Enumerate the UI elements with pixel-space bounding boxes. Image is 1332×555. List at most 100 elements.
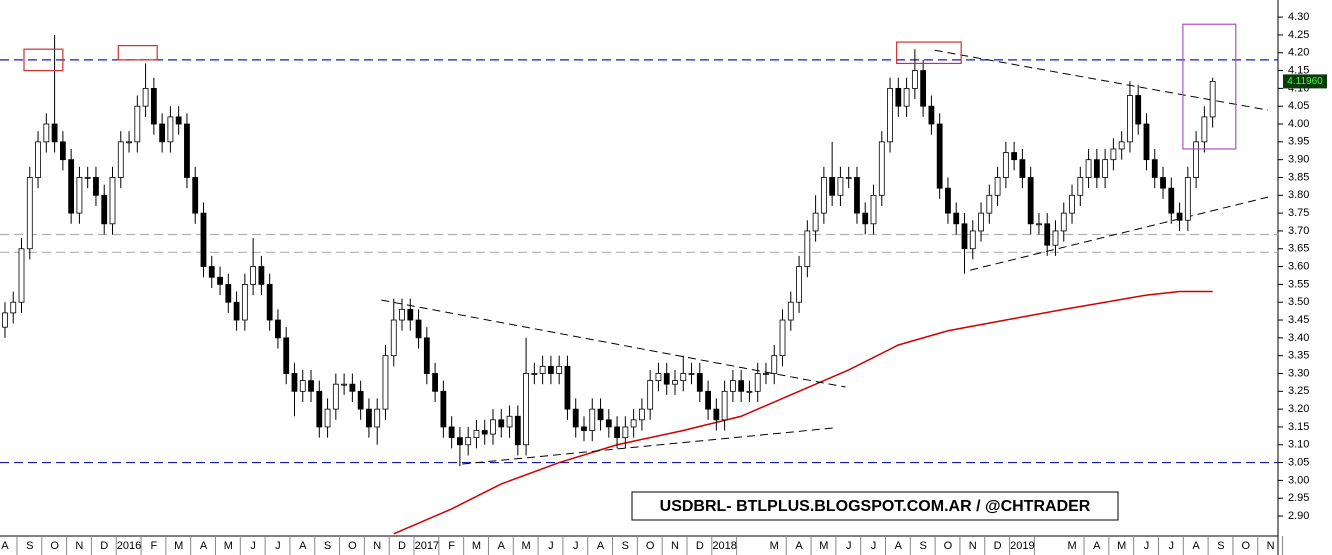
x-tick-label: M xyxy=(770,540,779,552)
candle-body xyxy=(341,383,348,386)
candle-body xyxy=(184,123,190,178)
candle-body xyxy=(1019,159,1026,178)
last-price-label: 4.11960 xyxy=(1287,76,1323,87)
x-tick-label: N xyxy=(969,540,977,552)
candle-body xyxy=(1044,223,1051,246)
candle-body xyxy=(556,365,563,374)
x-tick-label: 2016 xyxy=(117,540,141,552)
candle-body xyxy=(771,355,778,374)
candle-body xyxy=(1027,177,1034,225)
candle-body xyxy=(878,141,885,196)
candle-body xyxy=(390,319,397,357)
x-tick-label: J xyxy=(1169,540,1175,552)
candle-body xyxy=(43,123,50,143)
trend-line xyxy=(381,299,846,388)
x-tick-label: M xyxy=(522,540,531,552)
y-tick-label: 3.05 xyxy=(1288,456,1309,468)
candle-body xyxy=(217,276,223,285)
candle-body xyxy=(1036,223,1042,226)
candle-body xyxy=(1176,212,1183,221)
x-tick-label: S xyxy=(324,540,331,552)
candle-body xyxy=(1002,152,1009,178)
candle-body xyxy=(299,380,306,392)
candle-body xyxy=(1110,148,1117,161)
candle-body xyxy=(1201,116,1208,143)
candle-body xyxy=(10,301,17,314)
y-tick-label: 3.75 xyxy=(1288,207,1309,219)
candle-body xyxy=(911,70,918,89)
candle-body xyxy=(233,301,240,321)
x-tick-label: N xyxy=(1267,540,1275,552)
candle-body xyxy=(101,194,108,225)
y-tick-label: 3.00 xyxy=(1288,474,1309,486)
candle-body xyxy=(241,283,248,321)
highlight-box xyxy=(1182,23,1237,150)
x-tick-label: A xyxy=(1192,540,1200,552)
candle-body xyxy=(870,194,877,225)
y-tick-label: 3.90 xyxy=(1288,154,1309,166)
candle-body xyxy=(1143,123,1150,161)
candle-body xyxy=(804,230,811,267)
x-tick-label: J xyxy=(1144,540,1150,552)
y-tick-label: 4.25 xyxy=(1288,29,1309,41)
x-tick-label: A xyxy=(795,540,803,552)
candle-body xyxy=(250,266,257,285)
candle-body xyxy=(705,390,711,410)
candle-body xyxy=(498,419,505,428)
x-tick-label: J xyxy=(871,540,877,552)
candle-body xyxy=(35,141,41,178)
x-tick-label: M xyxy=(1117,540,1126,552)
candle-body xyxy=(407,308,414,321)
candle-body xyxy=(1135,95,1142,125)
candle-body xyxy=(159,123,166,143)
x-tick-label: 2018 xyxy=(712,540,736,552)
candle-body xyxy=(2,312,8,328)
candle-body xyxy=(713,408,720,421)
last-price-box xyxy=(1283,74,1327,89)
candle-body xyxy=(548,365,554,374)
candle-body xyxy=(76,177,83,214)
candle-body xyxy=(366,408,372,428)
candle-body xyxy=(457,437,463,446)
x-tick-label: D xyxy=(100,540,108,552)
x-tick-label: D xyxy=(398,540,406,552)
moving-average xyxy=(393,290,1213,535)
x-tick-label: A xyxy=(1093,540,1101,552)
highlight-box xyxy=(23,48,64,72)
y-tick-label: 3.45 xyxy=(1288,314,1309,326)
candle-body xyxy=(316,390,323,428)
x-tick-label: 2017 xyxy=(415,540,439,552)
candle-body xyxy=(382,355,389,410)
y-tick-label: 3.60 xyxy=(1288,260,1309,272)
y-tick-label: 4.15 xyxy=(1288,64,1309,76)
candle-body xyxy=(614,426,620,439)
candle-body xyxy=(93,177,99,196)
watermark-box xyxy=(631,491,1119,521)
candle-body xyxy=(324,408,331,428)
trend-line xyxy=(462,427,834,465)
x-tick-label: 2019 xyxy=(1010,540,1034,552)
x-tick-label: F xyxy=(448,540,455,552)
candle-body xyxy=(986,194,993,214)
y-tick-label: 3.40 xyxy=(1288,332,1309,344)
candle-body xyxy=(539,365,546,374)
x-tick-label: A xyxy=(299,540,307,552)
y-tick-label: 4.00 xyxy=(1288,118,1309,130)
candle-body xyxy=(829,177,836,196)
x-tick-label: M xyxy=(472,540,481,552)
candle-body xyxy=(589,408,596,431)
candle-body xyxy=(787,301,794,321)
candle-body xyxy=(126,141,132,144)
x-tick-label: D xyxy=(994,540,1002,552)
candle-body xyxy=(779,319,786,357)
candle-body xyxy=(945,187,951,214)
y-tick-label: 3.50 xyxy=(1288,296,1309,308)
x-tick-label: M xyxy=(1067,540,1076,552)
candle-body xyxy=(448,426,455,439)
candle-body xyxy=(1193,141,1200,178)
x-tick-label: A xyxy=(895,540,903,552)
candle-body xyxy=(51,123,58,143)
candle-body xyxy=(680,373,687,382)
candle-body xyxy=(357,390,364,410)
